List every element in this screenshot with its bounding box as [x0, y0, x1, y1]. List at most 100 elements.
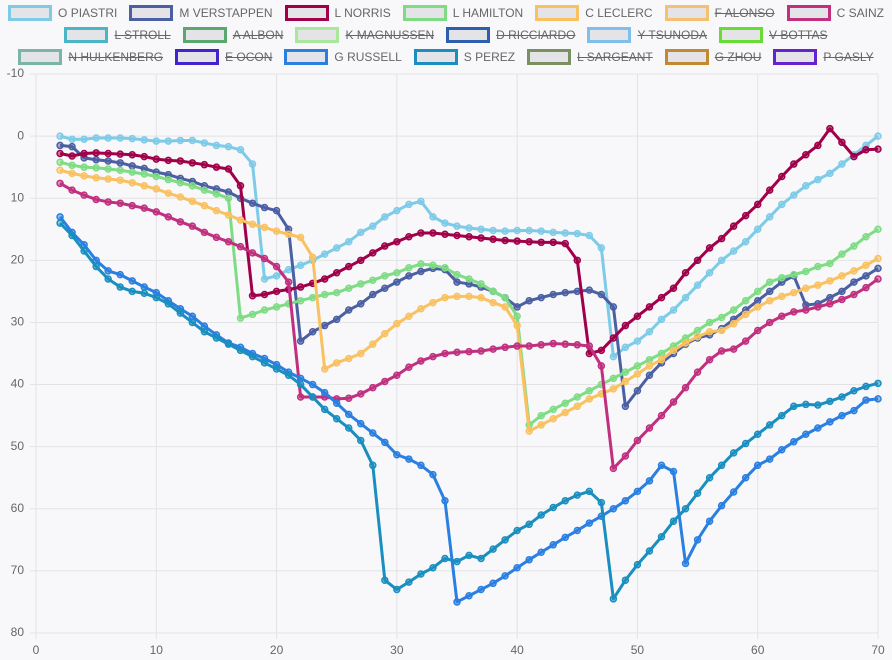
- data-point: [92, 195, 100, 204]
- data-point: [465, 292, 473, 301]
- data-point: [693, 368, 702, 376]
- data-point: [862, 396, 870, 404]
- data-point: [741, 439, 750, 448]
- data-point: [224, 165, 233, 173]
- legend-item[interactable]: L HAMILTON: [402, 4, 523, 22]
- data-point: [765, 318, 774, 327]
- data-point: [429, 213, 437, 221]
- data-point: [104, 175, 112, 183]
- legend-item[interactable]: G RUSSELL: [284, 48, 402, 66]
- data-point: [778, 446, 786, 454]
- data-point: [164, 213, 173, 221]
- legend-label: V BOTTAS: [769, 28, 828, 42]
- data-point: [753, 430, 762, 438]
- legend-item[interactable]: C SAINZ: [786, 4, 884, 22]
- legend-label: O PIASTRI: [58, 6, 118, 20]
- data-point: [284, 278, 293, 286]
- data-point: [621, 576, 630, 584]
- data-point: [477, 347, 485, 355]
- data-point: [561, 340, 570, 348]
- legend-swatch: [664, 5, 709, 21]
- data-point: [513, 312, 521, 320]
- data-point: [741, 310, 750, 319]
- data-point: [633, 436, 642, 445]
- legend-swatch: [129, 5, 174, 21]
- data-point: [332, 359, 341, 367]
- data-point: [705, 328, 714, 336]
- data-point: [633, 337, 642, 345]
- data-point: [332, 244, 341, 252]
- data-point: [838, 250, 846, 258]
- data-point: [152, 293, 161, 302]
- legend-item[interactable]: Y TSUNODA: [587, 26, 707, 44]
- data-point: [405, 578, 413, 586]
- data-point: [717, 461, 726, 470]
- data-point: [501, 572, 509, 580]
- data-point: [453, 231, 461, 240]
- legend-item[interactable]: E OCON: [175, 48, 272, 66]
- data-point: [549, 238, 557, 247]
- data-point: [765, 278, 774, 286]
- legend-item[interactable]: A ALBON: [182, 26, 283, 44]
- data-point: [176, 157, 185, 165]
- legend-item[interactable]: G ZHOU: [664, 48, 761, 66]
- legend-item[interactable]: P GASLY: [773, 48, 874, 66]
- data-point: [669, 517, 678, 525]
- data-point: [369, 461, 377, 470]
- legend-label: S PEREZ: [463, 50, 516, 64]
- data-point: [128, 150, 136, 159]
- legend-item[interactable]: V BOTTAS: [719, 26, 828, 44]
- data-point: [537, 511, 545, 519]
- legend-item[interactable]: L STROLL: [64, 26, 171, 44]
- data-point: [188, 222, 197, 230]
- data-point: [862, 232, 870, 241]
- legend-item[interactable]: L NORRIS: [284, 4, 391, 22]
- data-point: [164, 137, 173, 145]
- data-point: [657, 355, 666, 364]
- data-point: [417, 461, 425, 470]
- legend-item[interactable]: K MAGNUSSEN: [295, 26, 434, 44]
- data-point: [549, 228, 557, 237]
- data-point: [381, 329, 389, 338]
- data-point: [862, 261, 870, 270]
- data-point: [393, 450, 401, 459]
- data-point: [585, 342, 594, 350]
- legend-item[interactable]: L SARGEANT: [527, 48, 653, 66]
- data-point: [645, 547, 654, 555]
- data-point: [128, 287, 136, 296]
- legend-item[interactable]: C LECLERC: [535, 4, 653, 22]
- data-point: [826, 293, 834, 302]
- data-point: [393, 319, 401, 328]
- legend-item[interactable]: S PEREZ: [413, 48, 516, 66]
- legend-item[interactable]: F ALONSO: [664, 4, 775, 22]
- data-point: [585, 387, 594, 395]
- legend-item[interactable]: M VERSTAPPEN: [129, 4, 273, 22]
- data-point: [405, 312, 413, 320]
- data-point: [814, 303, 822, 311]
- data-point: [441, 349, 449, 358]
- series-line: [58, 215, 879, 604]
- data-point: [765, 287, 774, 296]
- data-point: [609, 303, 618, 311]
- legend-item[interactable]: N HULKENBERG: [18, 48, 163, 66]
- y-tick-label: 20: [11, 253, 25, 267]
- data-point: [429, 298, 437, 307]
- data-point: [513, 237, 521, 245]
- legend-item[interactable]: D RICCIARDO: [446, 26, 575, 44]
- data-point: [573, 393, 582, 401]
- data-point: [188, 312, 197, 320]
- data-point: [140, 289, 149, 298]
- data-point: [56, 132, 64, 140]
- legend-item[interactable]: O PIASTRI: [8, 4, 117, 22]
- data-point: [417, 267, 425, 276]
- data-point: [573, 256, 582, 265]
- legend-swatch: [64, 27, 109, 43]
- data-point: [284, 230, 293, 238]
- data-point: [320, 250, 329, 258]
- data-point: [128, 134, 136, 143]
- data-point: [344, 394, 353, 402]
- data-point: [778, 200, 786, 209]
- data-point: [693, 489, 702, 497]
- data-point: [561, 229, 570, 237]
